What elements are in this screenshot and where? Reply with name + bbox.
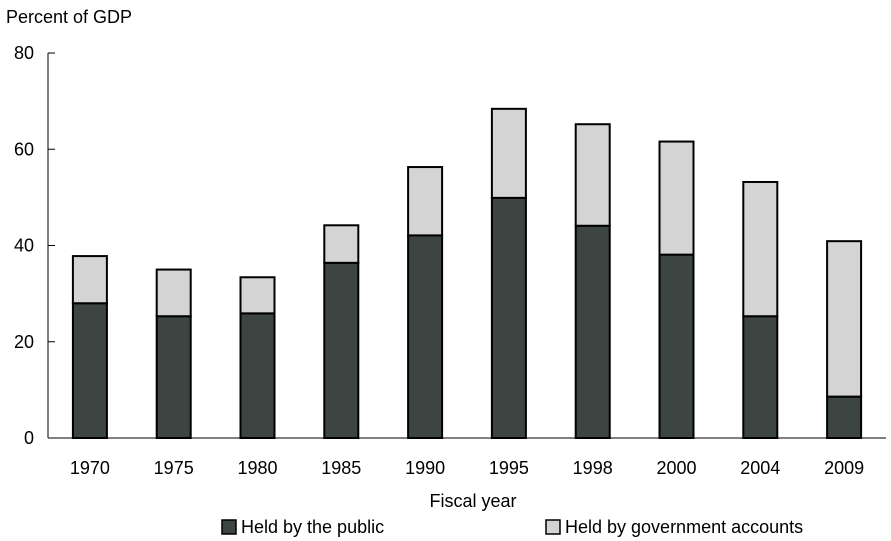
- x-tick-label: 1970: [70, 458, 110, 478]
- bars: [71, 107, 863, 440]
- bar-government-1985: [323, 224, 360, 264]
- x-tick-label: 1998: [573, 458, 613, 478]
- bar-group-1998: [574, 123, 611, 439]
- bar-group-1985: [323, 224, 360, 440]
- bar-public-1998: [574, 224, 611, 439]
- y-tick-label: 0: [24, 428, 34, 448]
- bar-government-2009: [826, 240, 863, 398]
- bar-government-2004: [742, 180, 779, 318]
- legend: Held by the public Held by government acc…: [221, 517, 803, 537]
- bar-public-2009: [826, 395, 863, 439]
- x-tick-label: 2009: [824, 458, 864, 478]
- bar-government-1980: [239, 276, 276, 315]
- legend-swatch-public: [221, 519, 237, 535]
- bar-government-1990: [407, 166, 444, 237]
- x-tick-label: 2004: [740, 458, 780, 478]
- bar-public-1990: [407, 234, 444, 439]
- x-tick-label: 1985: [321, 458, 361, 478]
- legend-swatch-government: [545, 519, 561, 535]
- bar-public-1975: [155, 315, 192, 439]
- y-tick-label: 60: [14, 139, 34, 159]
- bar-group-1970: [71, 255, 108, 439]
- bar-government-1970: [71, 255, 108, 305]
- y-axis: 0 20 40 60 80: [14, 43, 55, 448]
- bar-government-1995: [490, 107, 527, 199]
- bar-group-1990: [407, 166, 444, 439]
- bar-public-2000: [658, 253, 695, 439]
- bar-group-1995: [490, 107, 527, 439]
- legend-label-government: Held by government accounts: [565, 517, 803, 537]
- x-tick-label: 1995: [489, 458, 529, 478]
- x-tick-label: 1975: [154, 458, 194, 478]
- bar-public-1995: [490, 196, 527, 439]
- y-axis-title: Percent of GDP: [6, 7, 132, 27]
- x-tick-label: 1990: [405, 458, 445, 478]
- y-tick-label: 80: [14, 43, 34, 63]
- bar-group-2009: [826, 240, 863, 439]
- bar-group-2000: [658, 140, 695, 439]
- y-tick-label: 40: [14, 236, 34, 256]
- bar-group-1975: [155, 268, 192, 439]
- bar-group-1980: [239, 276, 276, 440]
- x-tick-label: 2000: [656, 458, 696, 478]
- legend-label-public: Held by the public: [241, 517, 384, 537]
- bar-public-2004: [742, 315, 779, 439]
- x-axis: 1970 1975 1980 1985 1990 1995 1998 2000 2004 2009: [48, 437, 886, 478]
- x-axis-title: Fiscal year: [429, 491, 516, 511]
- bar-public-1970: [71, 302, 108, 439]
- y-tick-label: 20: [14, 332, 34, 352]
- bar-government-1975: [155, 268, 192, 318]
- bar-government-1998: [574, 123, 611, 227]
- bar-group-2004: [742, 180, 779, 439]
- x-tick-label: 1980: [237, 458, 277, 478]
- bar-public-1985: [323, 261, 360, 440]
- bar-public-1980: [239, 312, 276, 440]
- bar-government-2000: [658, 140, 695, 256]
